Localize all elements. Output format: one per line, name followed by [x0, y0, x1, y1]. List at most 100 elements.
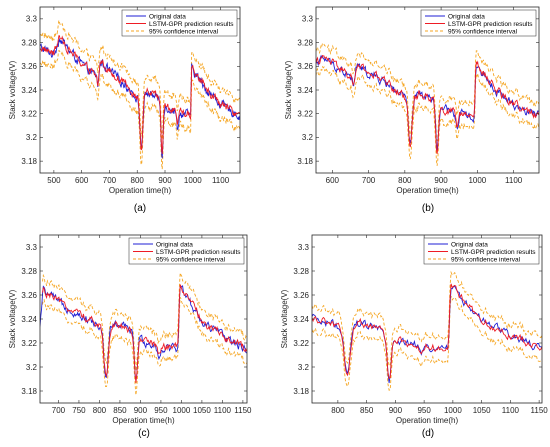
- x-tick-label: 1100: [505, 176, 523, 185]
- y-tick-label: 3.2: [302, 133, 314, 142]
- panel-caption: (d): [422, 428, 434, 439]
- y-tick-label: 3.22: [21, 339, 37, 348]
- y-axis-label: Stack voltage(V): [8, 60, 17, 119]
- y-tick-label: 3.18: [297, 157, 313, 166]
- x-tick-label: 950: [417, 406, 431, 415]
- x-tick-label: 700: [103, 176, 117, 185]
- x-tick-label: 800: [93, 406, 107, 415]
- x-tick-label: 1000: [184, 176, 202, 185]
- x-tick-label: 700: [52, 406, 66, 415]
- legend-entry-original-label: Original data: [149, 13, 186, 20]
- x-axis-label: Operation time(h): [109, 186, 172, 195]
- x-tick-label: 800: [398, 176, 412, 185]
- series-ci-lower: [312, 296, 542, 391]
- series-lines: [312, 270, 542, 391]
- x-axis-label: Operation time(h): [112, 416, 175, 425]
- legend-entry-confidence-label: 95% confidence interval: [149, 28, 219, 35]
- chart-panel-b: 600 700 800 900 1000 1100 3.18 3.2 3.22 3.24 3.26 3…: [284, 6, 540, 214]
- y-tick-label: 3.22: [21, 110, 37, 119]
- series-lines: [316, 42, 539, 166]
- y-tick-label: 3.26: [297, 62, 313, 71]
- series-ci-lower: [316, 65, 539, 166]
- legend-entry-confidence-label: 95% confidence interval: [448, 28, 518, 35]
- x-tick-label: 700: [362, 176, 376, 185]
- chart-panel-a: 500 600 700 800 900 1000 1100 3.18 3.2 3.22 3.24 3.…: [8, 6, 241, 214]
- x-axis-label: Operation time(h): [396, 186, 459, 195]
- x-tick-label: 900: [134, 406, 148, 415]
- x-tick-label: 800: [331, 406, 345, 415]
- y-tick-label: 3.2: [26, 363, 38, 372]
- legend-entry-prediction-label: LSTM-GPR prediction results: [448, 21, 533, 28]
- series-prediction: [42, 284, 247, 383]
- x-tick-label: 850: [360, 406, 374, 415]
- y-tick-label: 3.26: [293, 291, 309, 300]
- panel-caption: (a): [134, 203, 146, 214]
- x-tick-label: 900: [389, 406, 403, 415]
- x-tick-label: 1000: [173, 406, 191, 415]
- series-ci-upper: [316, 42, 539, 141]
- y-tick-label: 3.3: [302, 15, 314, 24]
- x-tick-label: 950: [154, 406, 168, 415]
- legend-entry-original-label: Original data: [156, 241, 193, 248]
- x-axis-label: Operation time(h): [396, 416, 459, 425]
- y-tick-label: 3.28: [293, 267, 309, 276]
- legend-entry-confidence-label: 95% confidence interval: [156, 256, 226, 263]
- series-prediction: [316, 54, 539, 154]
- y-tick-label: 3.2: [298, 363, 310, 372]
- chart-panel-c: 700 750 800 850 900 950 1000 1050 1100 1150 3.18 3.…: [8, 234, 252, 439]
- legend-entry-prediction-label: LSTM-GPR prediction results: [156, 249, 241, 256]
- legend-entry-prediction-label: LSTM-GPR prediction results: [451, 249, 536, 256]
- x-tick-label: 850: [113, 406, 127, 415]
- panel-caption: (c): [138, 428, 150, 439]
- x-tick-label: 1050: [193, 406, 211, 415]
- legend-entry-original-label: Original data: [451, 241, 488, 248]
- y-tick-label: 3.24: [21, 86, 37, 95]
- x-tick-label: 900: [434, 176, 448, 185]
- x-tick-label: 600: [326, 176, 340, 185]
- series-prediction: [40, 35, 240, 154]
- y-tick-label: 3.3: [26, 15, 38, 24]
- y-tick-label: 3.28: [21, 38, 37, 47]
- y-tick-label: 3.18: [21, 157, 37, 166]
- series-ci-lower: [40, 49, 240, 170]
- series-ci-lower: [42, 297, 247, 396]
- y-tick-label: 3.28: [21, 267, 37, 276]
- series-lines: [40, 20, 240, 170]
- y-axis-label: Stack voltage(V): [284, 60, 293, 119]
- series-ci-upper: [40, 20, 240, 140]
- series-lines: [40, 272, 247, 396]
- y-tick-label: 3.22: [297, 110, 313, 119]
- y-tick-label: 3.2: [26, 133, 38, 142]
- x-tick-label: 1000: [468, 176, 486, 185]
- x-tick-label: 1150: [531, 406, 549, 415]
- y-tick-label: 3.18: [293, 387, 309, 396]
- y-tick-label: 3.26: [21, 291, 37, 300]
- x-tick-label: 1100: [214, 406, 232, 415]
- x-tick-label: 1100: [502, 406, 520, 415]
- x-tick-label: 1000: [444, 406, 462, 415]
- x-tick-label: 1100: [212, 176, 230, 185]
- x-tick-label: 750: [72, 406, 86, 415]
- series-prediction: [312, 283, 542, 380]
- y-axis-label: Stack voltage(V): [280, 289, 289, 348]
- y-tick-label: 3.28: [297, 38, 313, 47]
- x-tick-label: 500: [47, 176, 61, 185]
- legend-entry-original-label: Original data: [448, 13, 485, 20]
- legend-entry-prediction-label: LSTM-GPR prediction results: [149, 21, 234, 28]
- y-tick-label: 3.3: [26, 243, 38, 252]
- y-axis-label: Stack voltage(V): [8, 289, 17, 348]
- panel-caption: (b): [422, 203, 434, 214]
- y-tick-label: 3.24: [293, 315, 309, 324]
- x-tick-label: 900: [158, 176, 172, 185]
- y-tick-label: 3.18: [21, 387, 37, 396]
- chart-panel-d: 800 850 900 950 1000 1050 1100 1150 3.18 3.2 3.22 3…: [280, 234, 549, 439]
- y-tick-label: 3.26: [21, 62, 37, 71]
- x-tick-label: 600: [75, 176, 89, 185]
- y-tick-label: 3.3: [298, 243, 310, 252]
- y-tick-label: 3.22: [293, 339, 309, 348]
- series-ci-upper: [312, 270, 542, 367]
- y-tick-label: 3.24: [21, 315, 37, 324]
